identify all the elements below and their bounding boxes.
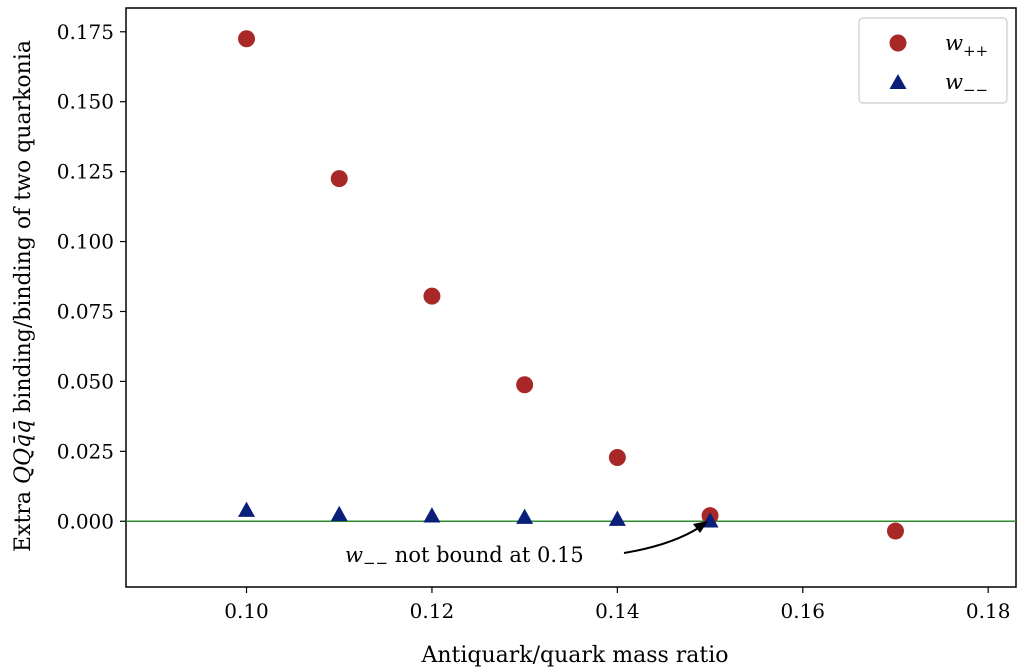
annotation: w−− not bound at 0.15 — [345, 521, 708, 572]
x-tick-label: 0.18 — [966, 599, 1011, 623]
legend-label-w-minusminus-sub: −− — [963, 81, 988, 99]
y-tick-label: 0.075 — [57, 299, 114, 323]
y-axis-label-math-qbar: q̄q̄ — [11, 420, 36, 448]
point-w-plusplus — [423, 287, 441, 305]
plot-frame — [125, 7, 1017, 588]
point-w-minusminus — [423, 507, 441, 523]
annotation-text-rest: not bound at 0.15 — [388, 543, 584, 567]
point-w-plusplus — [330, 170, 348, 188]
legend-label-w-plusplus: w++ — [945, 31, 988, 60]
legend-label-w-minusminus-base: w — [945, 70, 963, 94]
legend-label-w-plusplus-base: w — [945, 31, 963, 55]
legend-marker-w-minusminus — [889, 74, 907, 89]
x-axis-label: Antiquark/quark mass ratio — [420, 643, 728, 668]
plot-area: 0.10 0.12 0.14 0.16 0.18 0.000 0.025 0.050 0.075… — [57, 7, 1017, 623]
x-tick-label: 0.12 — [410, 599, 455, 623]
legend-label-w-minusminus: w−− — [945, 70, 988, 99]
point-w-minusminus — [608, 510, 626, 526]
point-w-plusplus — [886, 522, 904, 540]
point-w-plusplus — [238, 30, 256, 48]
point-w-plusplus — [516, 376, 534, 394]
y-tick-label: 0.175 — [57, 20, 114, 44]
y-tick-label: 0.000 — [57, 509, 114, 533]
x-tick-label: 0.10 — [224, 599, 269, 623]
x-tick-label: 0.16 — [781, 599, 826, 623]
point-w-minusminus — [330, 505, 348, 522]
y-tick-label: 0.150 — [57, 90, 114, 114]
y-tick-label: 0.025 — [57, 439, 114, 463]
legend-label-w-plusplus-sub: ++ — [963, 42, 988, 60]
legend-marker-w-plusplus — [889, 34, 907, 52]
y-axis-label-suffix: binding/binding of two quarkonia — [11, 40, 36, 420]
y-tick-label: 0.100 — [57, 230, 114, 254]
y-tick-label: 0.050 — [57, 369, 114, 393]
annotation-arrow — [623, 526, 701, 554]
y-axis-label-math-q: QQ — [11, 448, 36, 484]
annotation-math-sub: −− — [363, 554, 388, 572]
y-axis-label-prefix: Extra — [11, 484, 36, 552]
annotation-math-base: w — [345, 543, 363, 567]
point-w-plusplus — [608, 448, 626, 466]
point-w-minusminus — [516, 508, 534, 524]
point-w-minusminus — [238, 501, 256, 517]
annotation-text: w−− not bound at 0.15 — [345, 543, 584, 572]
annotation-arrowhead — [693, 521, 708, 533]
y-tick-label: 0.125 — [57, 160, 114, 184]
x-tick-label: 0.14 — [595, 599, 640, 623]
y-axis-label: Extra QQq̄q̄ binding/binding of two quar… — [11, 40, 36, 552]
legend: w++ w−− — [858, 17, 1008, 104]
